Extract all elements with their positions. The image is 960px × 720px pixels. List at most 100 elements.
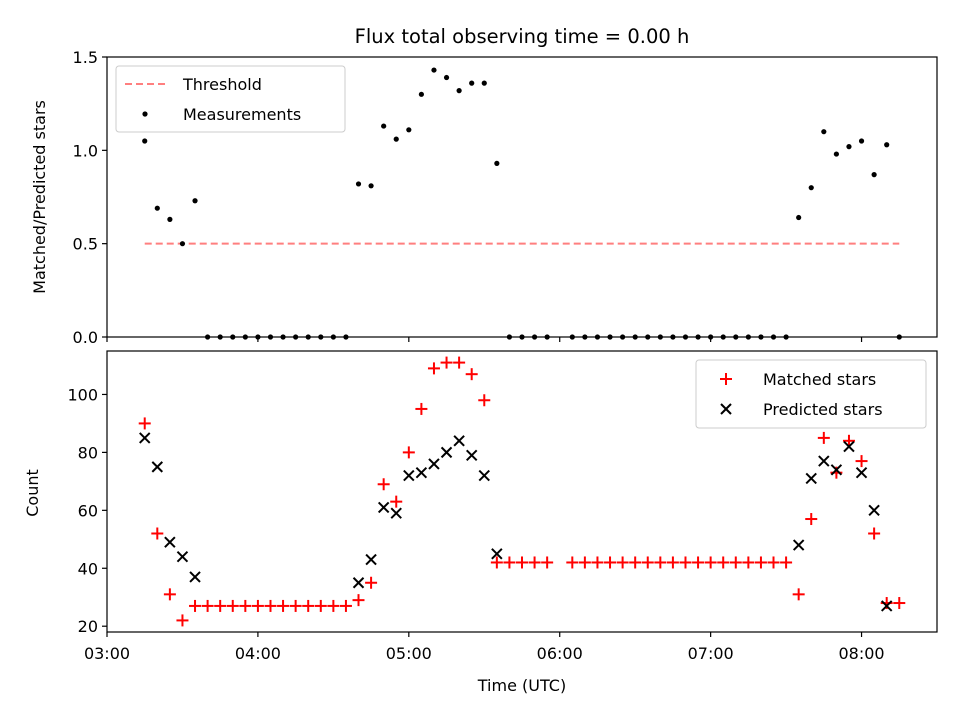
matched-star-point bbox=[214, 599, 227, 612]
matched-star-point bbox=[666, 556, 679, 569]
measurement-point bbox=[469, 80, 475, 86]
matched-star-point bbox=[591, 556, 604, 569]
legend-matched-swatch bbox=[720, 373, 732, 385]
measurement-point bbox=[431, 67, 437, 73]
measurement-point bbox=[796, 214, 802, 221]
measurement-point bbox=[833, 151, 839, 157]
matched-star-point bbox=[151, 527, 164, 540]
legend-measurements-label: Measurements bbox=[183, 105, 301, 124]
legend-predicted-label: Predicted stars bbox=[763, 400, 883, 419]
predicted-star-point bbox=[868, 504, 880, 517]
predicted-star-point bbox=[855, 466, 868, 479]
matched-star-point bbox=[641, 556, 654, 569]
measurement-point bbox=[884, 142, 890, 148]
matched-star-point bbox=[239, 599, 252, 612]
measurement-point bbox=[821, 129, 827, 135]
measurement-point bbox=[846, 144, 852, 150]
x-axis-label: Time (UTC) bbox=[477, 676, 566, 695]
matched-star-point bbox=[729, 556, 742, 569]
matched-star-point bbox=[817, 431, 830, 444]
matched-star-point bbox=[842, 434, 855, 447]
matched-star-point bbox=[415, 402, 428, 415]
predicted-star-point bbox=[415, 466, 428, 479]
measurement-point bbox=[443, 74, 450, 81]
matched-star-point bbox=[176, 614, 189, 627]
matched-star-point bbox=[754, 556, 767, 569]
matched-star-point bbox=[201, 599, 214, 612]
bottom-y-axis-label: Count bbox=[23, 469, 42, 517]
measurement-point bbox=[858, 138, 865, 144]
measurement-point bbox=[808, 185, 814, 191]
measurement-point bbox=[481, 80, 487, 86]
matched-star-point bbox=[327, 599, 340, 612]
matched-star-point bbox=[390, 495, 403, 508]
matched-star-point bbox=[402, 446, 415, 459]
matched-star-point bbox=[792, 588, 805, 601]
predicted-star-point bbox=[818, 455, 830, 467]
predicted-star-point bbox=[365, 553, 377, 566]
x-tick-label: 07:00 bbox=[688, 644, 734, 663]
matched-star-point bbox=[692, 556, 705, 569]
measurement-point bbox=[418, 91, 424, 97]
matched-star-point bbox=[742, 556, 755, 569]
predicted-star-point bbox=[164, 536, 176, 548]
predicted-star-point bbox=[139, 432, 151, 444]
bottom-plot-area bbox=[138, 356, 906, 627]
legend-predicted-swatch bbox=[720, 403, 732, 415]
matched-star-point bbox=[629, 556, 642, 569]
measurement-point bbox=[393, 136, 399, 142]
bottom-y-tick-label: 60 bbox=[78, 501, 98, 520]
predicted-star-point bbox=[843, 440, 855, 453]
predicted-star-point bbox=[390, 507, 402, 519]
measurement-point bbox=[368, 183, 374, 189]
matched-star-point bbox=[604, 556, 617, 569]
legend-threshold-label: Threshold bbox=[182, 75, 262, 94]
predicted-star-point bbox=[792, 539, 805, 551]
matched-star-point bbox=[616, 556, 629, 569]
matched-star-point bbox=[314, 599, 327, 612]
predicted-star-point bbox=[428, 458, 440, 470]
matched-star-point bbox=[478, 394, 491, 407]
matched-star-point bbox=[893, 597, 906, 610]
matched-star-point bbox=[251, 599, 264, 612]
bottom-y-tick-label: 100 bbox=[67, 385, 98, 404]
matched-star-point bbox=[453, 356, 466, 369]
matched-star-point bbox=[868, 527, 881, 540]
matched-star-point bbox=[277, 599, 290, 612]
x-tick-label: 04:00 bbox=[235, 644, 281, 663]
matched-star-point bbox=[805, 513, 818, 526]
measurement-point bbox=[381, 123, 387, 129]
x-tick-label: 03:00 bbox=[84, 644, 130, 663]
top-legend: Threshold Measurements bbox=[115, 65, 346, 133]
matched-star-point bbox=[440, 356, 453, 369]
predicted-star-point bbox=[830, 464, 843, 476]
matched-star-point bbox=[704, 556, 717, 569]
bottom-y-tick-label: 40 bbox=[78, 559, 98, 578]
matched-star-point bbox=[855, 455, 868, 468]
measurement-point bbox=[192, 198, 198, 204]
matched-star-point bbox=[352, 594, 365, 607]
predicted-star-point bbox=[440, 446, 453, 459]
matched-star-point bbox=[767, 556, 780, 569]
predicted-star-point bbox=[478, 469, 490, 482]
matched-star-point bbox=[365, 576, 378, 589]
bottom-y-tick-label: 80 bbox=[78, 443, 98, 462]
measurement-point bbox=[142, 138, 148, 144]
matched-star-point bbox=[289, 599, 302, 612]
top-axes-frame bbox=[106, 56, 938, 338]
predicted-star-point bbox=[176, 550, 189, 563]
matched-star-point bbox=[163, 588, 176, 601]
predicted-star-point bbox=[880, 600, 893, 612]
top-legend-box bbox=[115, 65, 346, 133]
matched-star-point bbox=[427, 362, 440, 375]
x-tick-label: 06:00 bbox=[537, 644, 583, 663]
matched-star-point bbox=[339, 599, 352, 612]
matched-star-point bbox=[541, 556, 554, 569]
predicted-star-point bbox=[151, 461, 164, 473]
top-y-tick-label: 0.5 bbox=[73, 235, 98, 254]
top-y-tick-label: 1.5 bbox=[73, 48, 98, 67]
matched-star-point bbox=[138, 417, 151, 430]
matched-star-point bbox=[654, 556, 667, 569]
matched-star-point bbox=[490, 556, 503, 569]
matched-star-point bbox=[503, 556, 516, 569]
